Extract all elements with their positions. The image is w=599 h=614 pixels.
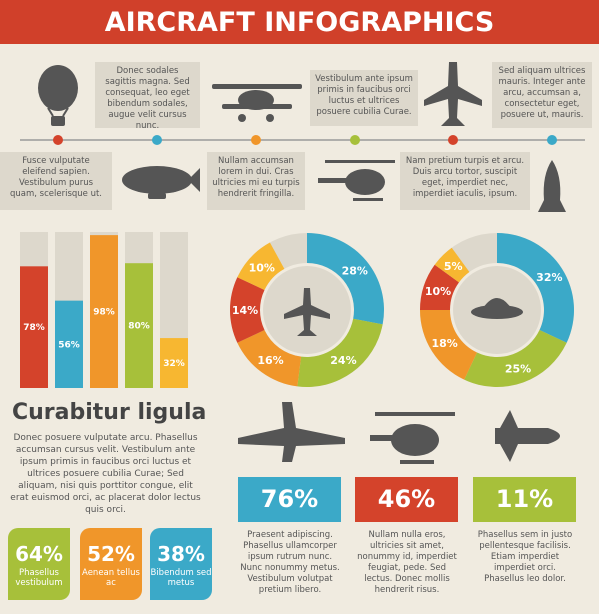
stat-value: 11%	[473, 477, 576, 522]
bar-label: 56%	[58, 340, 80, 350]
note: Sed aliquam ultrices mauris. Integer ant…	[492, 62, 592, 128]
tile-label: Phasellus vestibulum	[15, 568, 63, 588]
title: AIRCRAFT INFOGRAPHICS	[0, 0, 599, 44]
donut-segment	[420, 264, 459, 310]
bar	[125, 263, 153, 388]
donut-label: 5%	[444, 260, 463, 273]
note: Nullam accumsan lorem in dui. Cras ultri…	[207, 152, 305, 210]
tile-label: Aenean tellus ac	[82, 568, 140, 588]
donut-label: 18%	[431, 337, 457, 350]
donut-segment	[497, 233, 574, 343]
stat-text: Praesent adipiscing. Phasellus ullamcorp…	[240, 530, 340, 595]
donut-segment	[297, 318, 383, 387]
donut-segment	[237, 242, 285, 290]
tile-label: Bibendum sed metus	[150, 568, 212, 588]
tile: 38% Bibendum sed metus	[150, 528, 212, 600]
bar	[90, 235, 118, 388]
bar-label: 32%	[163, 359, 185, 369]
donut-segment	[420, 310, 477, 380]
donut-label: 28%	[342, 264, 368, 277]
note: Donec sodales sagittis magna. Sed conseq…	[95, 62, 200, 131]
bar	[55, 300, 83, 388]
bar-label: 80%	[128, 322, 150, 332]
icons	[38, 62, 566, 464]
timeline-dots	[53, 135, 557, 145]
note: Fusce vulputate eleifend sapien. Vestibu…	[0, 152, 112, 210]
tile-value: 64%	[15, 542, 63, 566]
donut-segment	[464, 330, 567, 387]
stat-value: 46%	[355, 477, 458, 522]
paragraph: Donec posuere vulputate arcu. Phasellus …	[10, 433, 201, 515]
donut-label: 25%	[505, 362, 531, 375]
note: Nam pretium turpis et arcu. Duis arcu to…	[400, 152, 530, 210]
donut-label: 24%	[330, 354, 356, 367]
tile-value: 38%	[157, 542, 205, 566]
donut-segment	[434, 247, 470, 283]
donut-segment	[230, 277, 265, 343]
tile: 52% Aenean tellus ac	[80, 528, 142, 600]
donut-label: 32%	[536, 271, 562, 284]
bar-label: 78%	[23, 323, 45, 333]
tile: 64% Phasellus vestibulum	[8, 528, 70, 600]
heading: Curabitur ligula	[12, 400, 207, 425]
donut-label: 14%	[232, 304, 258, 317]
stat-text: Nullam nulla eros, ultricies sit amet, n…	[357, 530, 457, 595]
note: Vestibulum ante ipsum primis in faucibus…	[310, 70, 418, 126]
donut-segment	[307, 233, 384, 325]
donut-segment	[237, 330, 302, 387]
donut-label: 10%	[425, 285, 451, 298]
bar	[160, 338, 188, 388]
tile-value: 52%	[87, 542, 135, 566]
stat-value: 76%	[238, 477, 341, 522]
bar-label: 98%	[93, 308, 115, 318]
bar	[20, 266, 48, 388]
donut-label: 16%	[257, 354, 283, 367]
stat-text: Phasellus sem in justo pellentesque faci…	[477, 530, 573, 584]
donut-label: 10%	[249, 262, 275, 275]
